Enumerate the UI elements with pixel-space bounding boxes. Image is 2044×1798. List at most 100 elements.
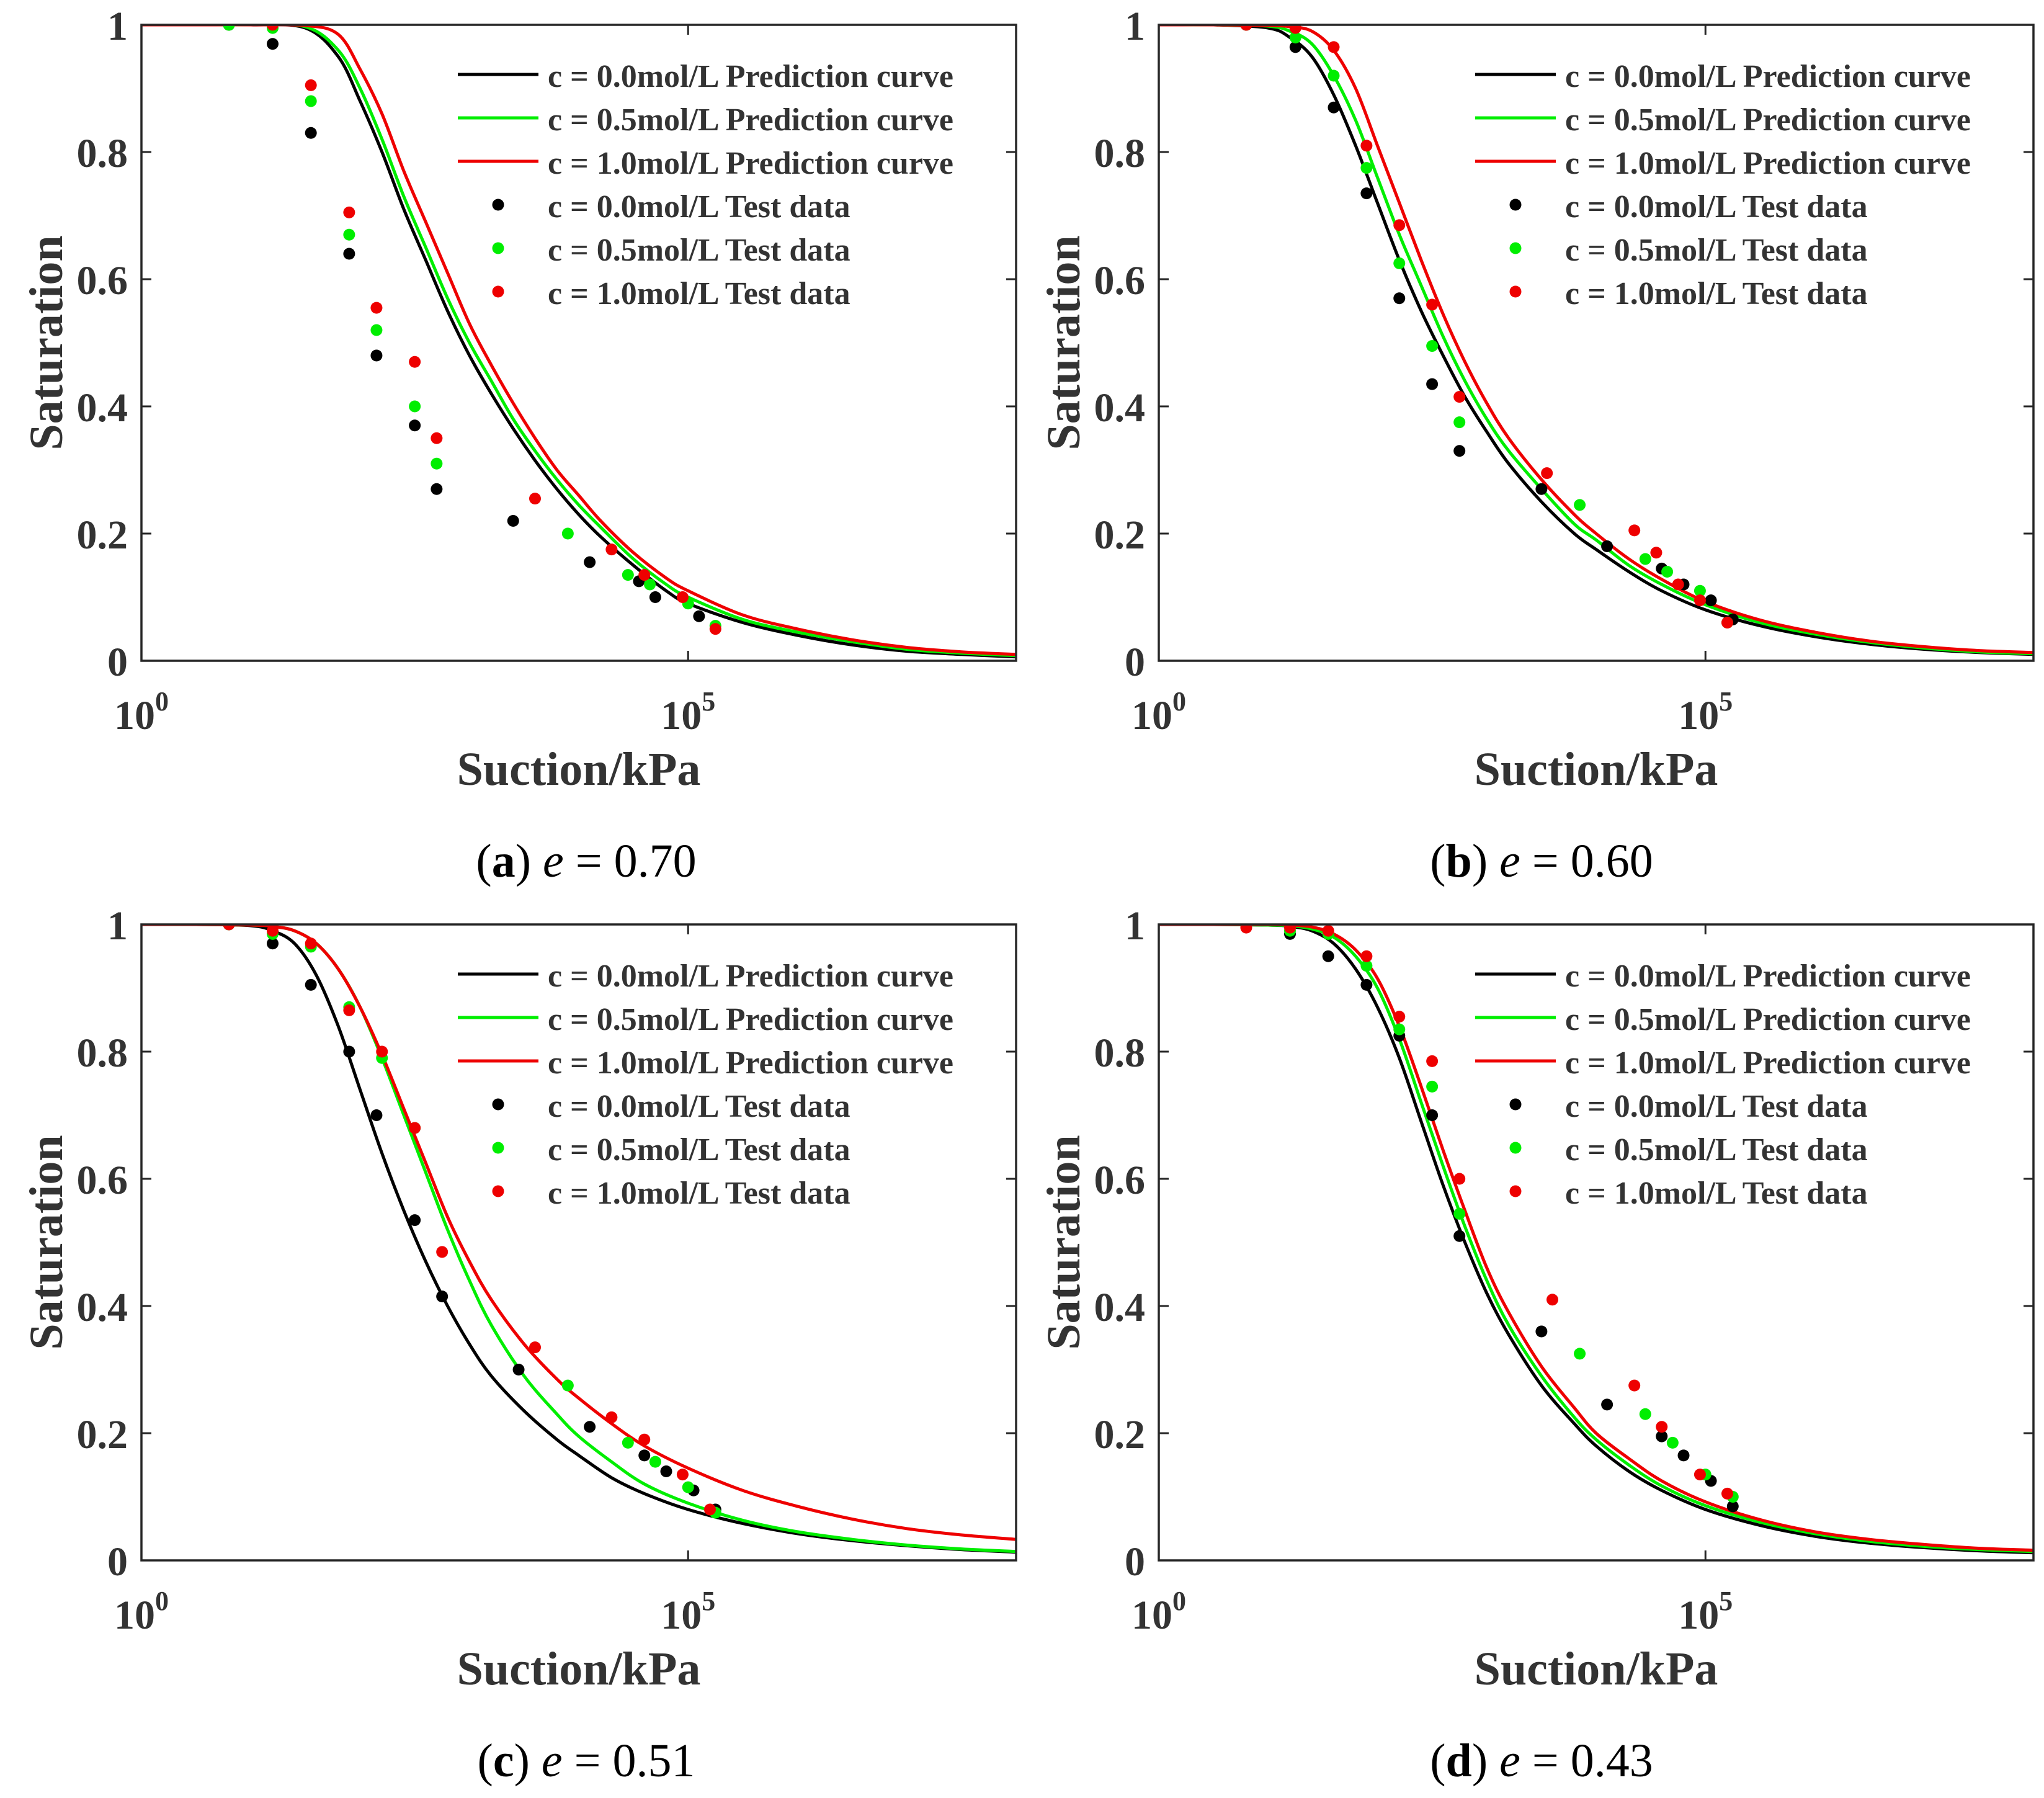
x-axis-label: Suction/kPa bbox=[457, 1643, 701, 1695]
legend-marker-swatch bbox=[492, 242, 504, 254]
test-data-point bbox=[638, 1433, 651, 1446]
test-data-point bbox=[1601, 540, 1613, 552]
legend-entry-label: c = 1.0mol/L Prediction curve bbox=[548, 146, 953, 181]
test-data-point bbox=[584, 1421, 596, 1433]
y-tick-label: 0 bbox=[1125, 1539, 1145, 1585]
test-data-point bbox=[267, 25, 279, 31]
legend-marker-swatch bbox=[492, 199, 504, 211]
legend-entry-label: c = 1.0mol/L Test data bbox=[1565, 276, 1868, 311]
caption-variable: e bbox=[543, 835, 564, 887]
legend-entry-label: c = 0.5mol/L Prediction curve bbox=[548, 1002, 953, 1037]
y-tick-label: 0.2 bbox=[1094, 512, 1146, 558]
test-data-point bbox=[1628, 1379, 1641, 1392]
prediction-curve bbox=[141, 25, 1016, 658]
plot-area bbox=[1159, 924, 2033, 1555]
test-data-point bbox=[1535, 483, 1548, 495]
test-data-point bbox=[343, 206, 355, 218]
test-data-point bbox=[605, 1411, 618, 1423]
legend-entry-label: c = 0.5mol/L Test data bbox=[1565, 1132, 1868, 1168]
test-data-point bbox=[1453, 1230, 1466, 1242]
y-tick-label: 1 bbox=[1125, 4, 1145, 49]
test-data-point bbox=[1453, 391, 1466, 403]
test-data-point bbox=[343, 228, 355, 241]
x-tick-base: 10 bbox=[1678, 693, 1719, 738]
caption-d: (d) e = 0.43 bbox=[1430, 1735, 1653, 1787]
test-data-point bbox=[622, 1436, 634, 1449]
test-data-point bbox=[622, 569, 634, 581]
y-tick-label: 0.6 bbox=[77, 1158, 128, 1203]
test-data-point bbox=[267, 937, 279, 950]
legend: c = 0.0mol/L Prediction curve c = 0.5mol/… bbox=[458, 959, 953, 1211]
test-data-point bbox=[376, 1045, 388, 1058]
test-data-point bbox=[1284, 924, 1296, 934]
x-tick-label: 100 bbox=[1131, 686, 1186, 738]
test-data-point bbox=[1328, 101, 1340, 114]
test-data-point bbox=[409, 356, 421, 368]
test-data-point bbox=[1726, 1500, 1739, 1513]
test-data-point bbox=[431, 483, 443, 495]
y-tick-label: 1 bbox=[1125, 903, 1145, 949]
caption-variable: e bbox=[1499, 1735, 1520, 1787]
prediction-curve bbox=[1159, 25, 2033, 656]
legend-entry-label: c = 0.0mol/L Prediction curve bbox=[548, 959, 953, 994]
test-data-point bbox=[1328, 69, 1340, 82]
y-tick-label: 1 bbox=[107, 903, 128, 949]
y-tick-label: 0 bbox=[107, 1539, 128, 1585]
plot-area bbox=[1159, 25, 2033, 656]
test-data-point bbox=[561, 1379, 574, 1392]
prediction-curve bbox=[1159, 25, 2033, 655]
test-data-point bbox=[1628, 524, 1641, 537]
caption-a: (a) e = 0.70 bbox=[476, 835, 697, 887]
x-tick-base: 10 bbox=[661, 693, 702, 738]
y-tick-label: 0.8 bbox=[1094, 1031, 1146, 1076]
test-data-point bbox=[409, 419, 421, 432]
y-tick-label: 0.8 bbox=[77, 1031, 128, 1076]
legend-marker-swatch bbox=[492, 1185, 504, 1197]
test-data-point bbox=[1393, 1023, 1406, 1035]
legend-marker-swatch bbox=[492, 1098, 504, 1111]
legend-entry-label: c = 0.5mol/L Prediction curve bbox=[1565, 1002, 1971, 1037]
test-data-point bbox=[409, 400, 421, 413]
y-axis-label: Saturation bbox=[1038, 1135, 1090, 1349]
test-data-point bbox=[644, 578, 656, 591]
test-data-point bbox=[1360, 978, 1373, 991]
test-data-point bbox=[1546, 1294, 1558, 1306]
test-data-point bbox=[1289, 32, 1301, 43]
test-data-point bbox=[1426, 1080, 1439, 1093]
test-data-point bbox=[1322, 950, 1334, 962]
test-data-point bbox=[1393, 219, 1406, 231]
test-data-point bbox=[1677, 1449, 1690, 1462]
test-data-point bbox=[1360, 960, 1373, 972]
legend: c = 0.0mol/L Prediction curve c = 0.5mol/… bbox=[458, 59, 953, 311]
caption-value: 0.60 bbox=[1570, 835, 1653, 887]
y-tick-label: 0.8 bbox=[77, 131, 128, 176]
test-data-point bbox=[1694, 1469, 1706, 1481]
test-data-point bbox=[305, 937, 317, 950]
legend-entry-label: c = 0.5mol/L Prediction curve bbox=[548, 102, 953, 138]
x-tick-exponent: 0 bbox=[1172, 686, 1186, 717]
y-tick-label: 0.4 bbox=[77, 385, 128, 431]
legend: c = 0.0mol/L Prediction curve c = 0.5mol/… bbox=[1475, 959, 1971, 1211]
test-data-point bbox=[370, 324, 383, 336]
legend-entry-label: c = 1.0mol/L Prediction curve bbox=[548, 1045, 953, 1081]
legend-entry-label: c = 0.0mol/L Test data bbox=[1565, 189, 1868, 225]
test-data-point bbox=[1453, 1207, 1466, 1220]
test-data-point bbox=[431, 432, 443, 444]
test-data-point bbox=[1666, 1436, 1679, 1449]
test-data-point bbox=[1360, 187, 1373, 200]
test-data-point bbox=[1705, 594, 1717, 607]
legend-entry-label: c = 0.5mol/L Test data bbox=[548, 1132, 850, 1168]
test-data-point bbox=[1574, 1348, 1586, 1360]
caption-letter: c bbox=[493, 1735, 514, 1787]
y-axis-label: Saturation bbox=[20, 1135, 73, 1349]
y-tick-label: 1 bbox=[107, 4, 128, 49]
x-tick-base: 10 bbox=[114, 1593, 155, 1638]
x-axis-label: Suction/kPa bbox=[1475, 743, 1718, 795]
x-tick-exponent: 5 bbox=[702, 686, 715, 717]
y-tick-label: 0 bbox=[107, 640, 128, 685]
legend-entry-label: c = 1.0mol/L Test data bbox=[548, 1176, 850, 1211]
